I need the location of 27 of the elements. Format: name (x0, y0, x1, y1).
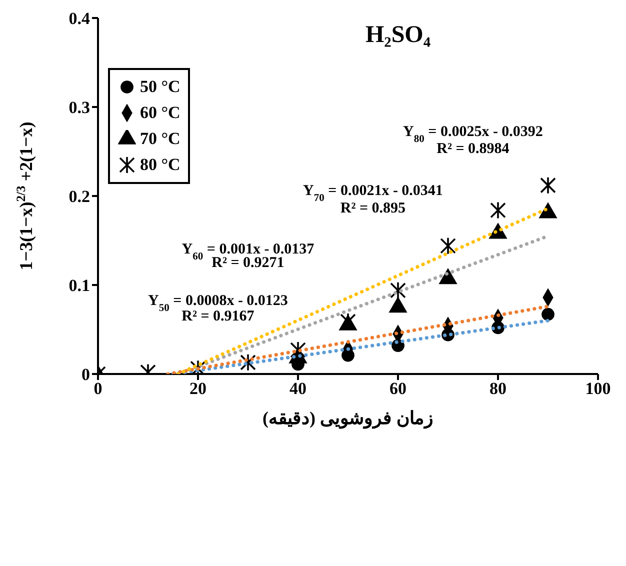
point (540, 176, 556, 194)
y-tick-label: 0 (82, 365, 90, 384)
point (440, 236, 456, 255)
x-tick-label: 80 (490, 379, 506, 398)
point (240, 354, 256, 372)
x-tick-label: 40 (290, 379, 306, 398)
legend-label: 70 °C (140, 129, 180, 149)
y-tick-label: 0.2 (68, 187, 90, 206)
x-tick-label: 20 (190, 379, 206, 398)
point (490, 201, 506, 220)
y-tick-label: 0.3 (68, 98, 90, 118)
x-tick-label: 0 (94, 379, 102, 398)
point (290, 341, 306, 359)
point (542, 308, 554, 321)
y-tick-label: 0.4 (68, 9, 90, 28)
x-axis-title: زمان فروشویی (دقیقه) (262, 408, 434, 429)
annotation: R² = 0.895 (340, 200, 406, 217)
x-tick-label: 60 (390, 379, 406, 398)
legend-label: 60 °C (140, 103, 180, 123)
chart-title: H₂SO₄ (364, 22, 432, 49)
y-tick-label: 0.1 (68, 276, 90, 296)
annotation: Y$_{70}$ = 0.0021x - 0.0341 (303, 182, 443, 204)
point (390, 281, 406, 300)
legend-label: 50 °C (140, 77, 180, 97)
x-tick-label: 100 (585, 379, 611, 398)
legend-label: 80 °C (140, 155, 180, 175)
annotation: R² = 0.8984 (436, 140, 510, 157)
